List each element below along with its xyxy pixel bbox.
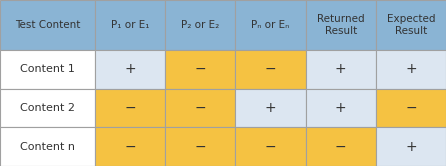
Text: −: −: [124, 140, 136, 154]
Bar: [95, 88, 165, 127]
Bar: [235, 0, 306, 50]
Bar: [95, 127, 165, 166]
Text: P₂ or E₂: P₂ or E₂: [181, 20, 219, 30]
Text: Pₙ or Eₙ: Pₙ or Eₙ: [251, 20, 289, 30]
Text: +: +: [124, 62, 136, 76]
Text: Returned
Result: Returned Result: [317, 14, 364, 36]
Text: −: −: [124, 101, 136, 115]
Bar: [376, 127, 446, 166]
Text: +: +: [335, 62, 347, 76]
Text: −: −: [264, 140, 276, 154]
Text: Expected
Result: Expected Result: [387, 14, 435, 36]
Bar: [95, 50, 165, 88]
Text: Content n: Content n: [20, 142, 75, 152]
Bar: [306, 127, 376, 166]
Bar: [376, 50, 446, 88]
Text: −: −: [264, 62, 276, 76]
Text: Content 1: Content 1: [20, 64, 75, 74]
Text: −: −: [194, 62, 206, 76]
Bar: [0, 50, 95, 88]
Text: −: −: [405, 101, 417, 115]
Bar: [165, 88, 235, 127]
Bar: [165, 0, 235, 50]
Bar: [165, 50, 235, 88]
Bar: [95, 0, 165, 50]
Text: P₁ or E₁: P₁ or E₁: [111, 20, 149, 30]
Text: −: −: [194, 101, 206, 115]
Bar: [306, 88, 376, 127]
Text: −: −: [335, 140, 347, 154]
Bar: [376, 0, 446, 50]
Bar: [306, 50, 376, 88]
Text: Content 2: Content 2: [20, 103, 75, 113]
Bar: [0, 88, 95, 127]
Text: Test Content: Test Content: [15, 20, 80, 30]
Bar: [235, 50, 306, 88]
Bar: [165, 127, 235, 166]
Bar: [0, 127, 95, 166]
Text: +: +: [405, 140, 417, 154]
Bar: [376, 88, 446, 127]
Text: −: −: [194, 140, 206, 154]
Bar: [306, 0, 376, 50]
Bar: [235, 88, 306, 127]
Bar: [0, 0, 95, 50]
Text: +: +: [335, 101, 347, 115]
Text: +: +: [405, 62, 417, 76]
Text: +: +: [264, 101, 276, 115]
Bar: [235, 127, 306, 166]
